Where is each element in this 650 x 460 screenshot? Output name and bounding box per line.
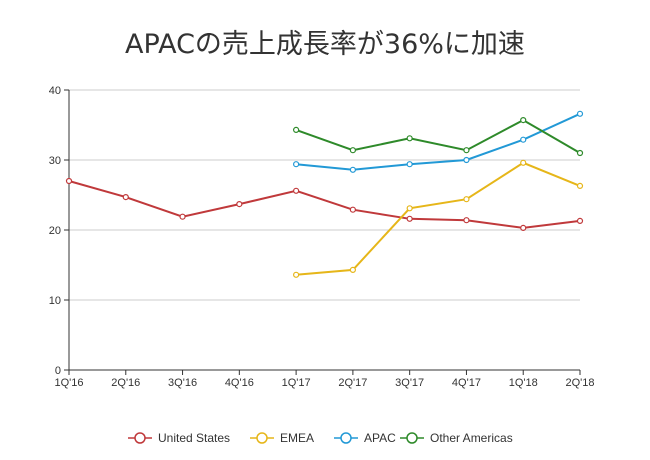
x-tick-label: 1Q'17 — [282, 377, 311, 389]
data-point — [406, 161, 413, 168]
data-point — [576, 110, 584, 117]
data-point — [463, 196, 470, 203]
data-point — [520, 159, 527, 166]
series-line-apac — [296, 112, 581, 171]
x-tick-label: 3Q'16 — [168, 377, 197, 389]
data-point — [293, 187, 300, 194]
legend-marker — [340, 432, 352, 444]
data-point — [463, 147, 470, 154]
legend-marker — [134, 432, 146, 444]
data-point — [349, 206, 356, 213]
legend-label: United States — [158, 431, 230, 445]
x-tick-label: 3Q'17 — [395, 377, 424, 389]
legend-label: EMEA — [280, 431, 314, 445]
y-tick-label: 40 — [49, 85, 61, 97]
data-point — [463, 156, 470, 164]
data-point — [349, 266, 356, 273]
y-tick-label: 20 — [49, 225, 61, 237]
data-point — [406, 135, 413, 142]
x-tick-label: 1Q'18 — [509, 377, 538, 389]
x-tick-label: 1Q'16 — [54, 377, 83, 389]
data-point — [293, 271, 300, 278]
data-point — [236, 201, 243, 208]
data-point — [293, 161, 300, 168]
x-tick-label: 4Q'16 — [225, 377, 254, 389]
series-line-united-states — [68, 180, 581, 229]
legend-marker — [406, 432, 418, 444]
x-tick-label: 2Q'18 — [565, 377, 594, 389]
data-point — [349, 147, 356, 154]
data-point — [576, 217, 584, 224]
data-point — [349, 166, 356, 173]
data-point — [122, 194, 129, 201]
legend-label: Other Americas — [430, 431, 513, 445]
data-point — [65, 177, 73, 185]
data-point — [179, 213, 186, 220]
data-point — [406, 215, 413, 222]
data-point — [520, 224, 527, 231]
y-tick-label: 0 — [55, 365, 61, 377]
data-point — [576, 149, 584, 157]
series-line-other-americas — [295, 118, 581, 154]
data-point — [293, 126, 300, 133]
y-tick-label: 30 — [49, 155, 61, 167]
data-point — [406, 205, 413, 212]
legend-label: APAC — [364, 431, 396, 445]
data-point — [520, 116, 527, 124]
chart-title: APACの売上成長率が36%に加速 — [125, 29, 525, 60]
data-point — [463, 217, 470, 224]
legend-marker — [256, 432, 268, 444]
data-point — [576, 182, 584, 189]
y-tick-label: 10 — [49, 295, 61, 307]
series-line-emea — [296, 161, 581, 276]
x-tick-label: 4Q'17 — [452, 377, 481, 389]
data-point — [520, 136, 527, 143]
x-tick-label: 2Q'16 — [111, 377, 140, 389]
x-tick-label: 2Q'17 — [338, 377, 367, 389]
